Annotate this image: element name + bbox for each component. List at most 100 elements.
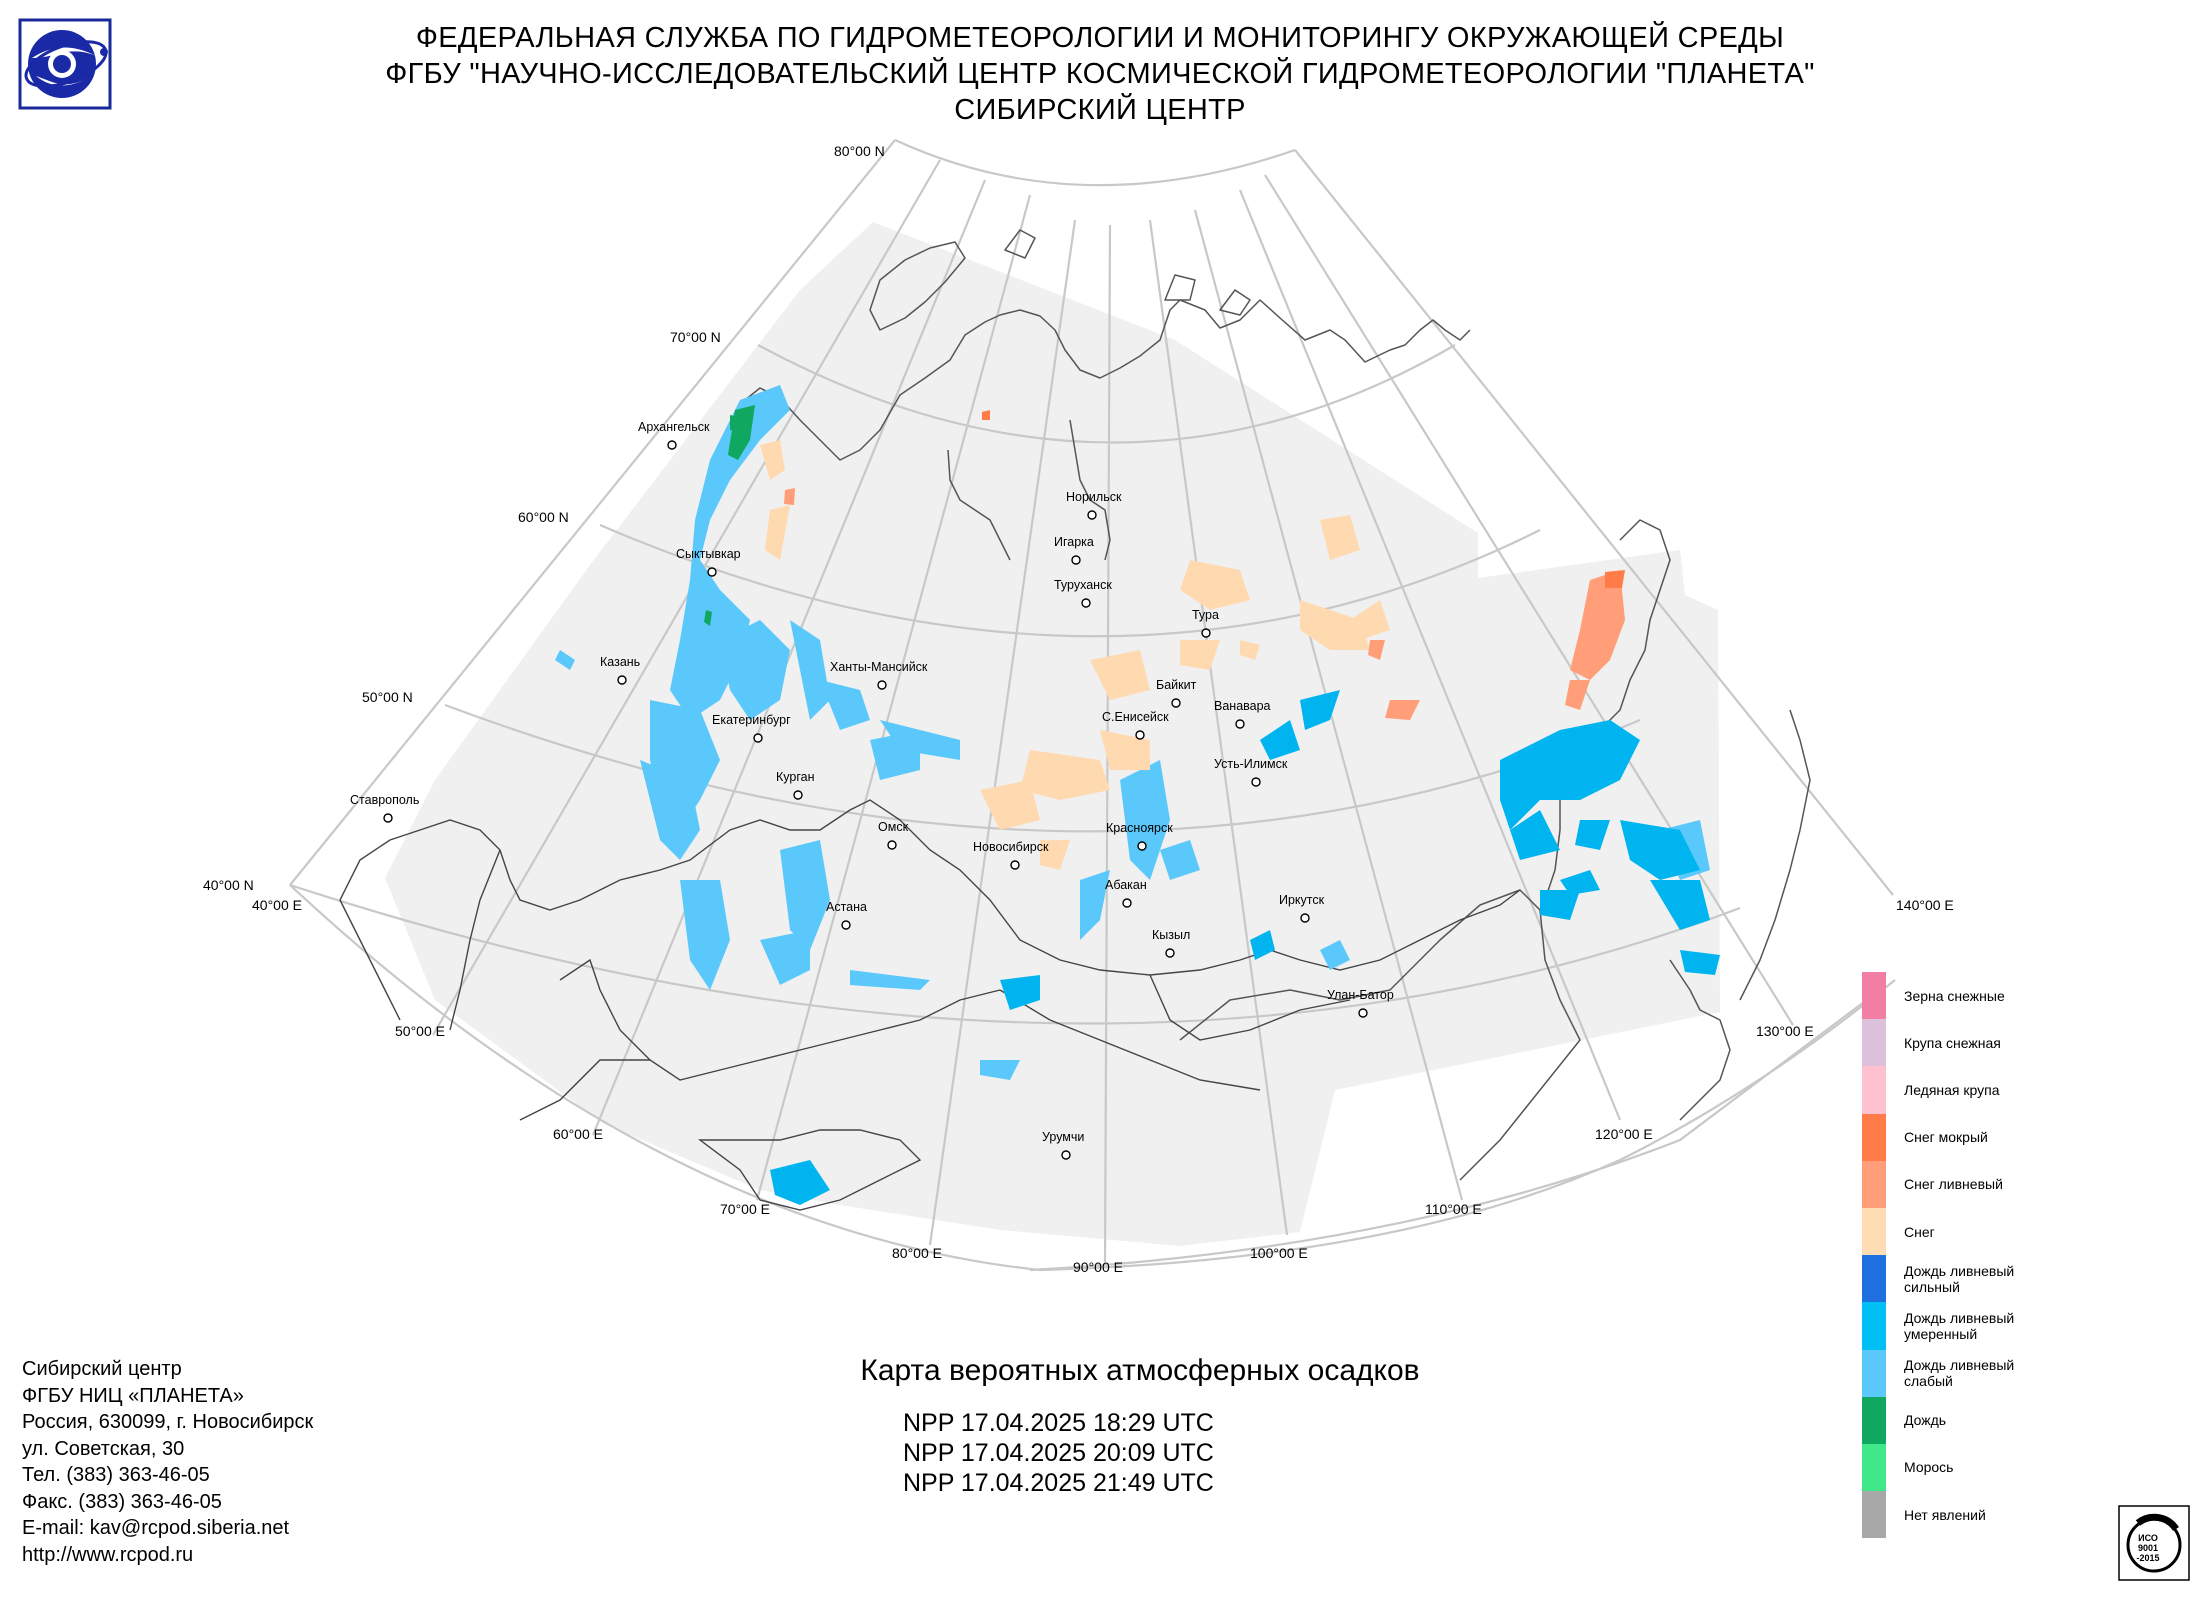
city-marker: Красноярск [1106, 821, 1173, 851]
city-dot-icon [667, 440, 677, 450]
city-dot-icon [1071, 555, 1081, 565]
legend-swatch [1862, 1349, 1886, 1397]
contact-email[interactable]: E-mail: kav@rcpod.siberia.net [22, 1517, 290, 1539]
city-label: Тура [1192, 608, 1219, 622]
precip-rain-light [555, 385, 1710, 1080]
legend-label: Зерна снежные [1904, 987, 2005, 1004]
header-line-1: ФЕДЕРАЛЬНАЯ СЛУЖБА ПО ГИДРОМЕТЕОРОЛОГИИ … [415, 22, 1785, 54]
city-marker: Байкит [1156, 678, 1197, 708]
contact-org-full: ФГБУ НИЦ «ПЛАНЕТА» [22, 1384, 244, 1407]
city-label: Ханты-Мансийск [830, 660, 928, 674]
satellite-passes: NPP 17.04.2025 18:29 UTC NPP 17.04.2025 … [903, 1408, 1214, 1498]
iso-text-3: -2015 [2136, 1553, 2159, 1563]
legend-swatch [1862, 972, 1886, 1020]
legend-label: Снег ливневый [1904, 1176, 2003, 1193]
city-marker: Омск [878, 820, 909, 850]
city-label: Норильск [1066, 490, 1122, 504]
legend-item: Снег [1862, 1207, 2200, 1256]
city-marker: Тура [1192, 608, 1219, 638]
city-label: Новосибирск [973, 840, 1049, 854]
city-label: Ванавара [1214, 699, 1271, 713]
city-dot-icon [1081, 598, 1091, 608]
city-dot-icon [1171, 698, 1181, 708]
precip-snow [760, 440, 1390, 870]
legend-item: Нет явлений [1862, 1491, 2200, 1539]
legend-swatch [1862, 1113, 1886, 1161]
legend-swatch [1862, 1019, 1886, 1067]
city-dot-icon [1235, 719, 1245, 729]
contact-fax: Факс. (383) 363-46-05 [22, 1490, 222, 1513]
contact-info: Сибирский центр ФГБУ НИЦ «ПЛАНЕТА» Росси… [22, 1356, 313, 1568]
national-borders [339, 799, 1521, 1211]
precip-snow-wet [982, 410, 1625, 588]
city-dot-icon [1135, 730, 1145, 740]
lon-label-50: 50°00 E [395, 1023, 445, 1039]
precip-rain-moderate [770, 690, 1720, 1205]
city-dot-icon [1122, 898, 1132, 908]
legend-label: Морось [1904, 1459, 1954, 1476]
lon-label-60: 60°00 E [553, 1126, 603, 1142]
legend-label: Крупа снежная [1904, 1034, 2001, 1051]
city-label: Кызыл [1152, 928, 1190, 942]
city-marker: Усть-Илимск [1214, 757, 1288, 787]
city-dot-icon [1251, 777, 1261, 787]
contact-website[interactable]: http://www.rcpod.ru [22, 1543, 194, 1566]
pass-line-2: NPP 17.04.2025 20:09 UTC [903, 1439, 1214, 1467]
city-dot-icon [383, 813, 393, 823]
contact-phone: Тел. (383) 363-46-05 [22, 1464, 210, 1486]
city-marker: Кызыл [1152, 928, 1190, 958]
longitude-labels: 40°00 E 50°00 E 60°00 E 70°00 E 80°00 E … [252, 897, 1954, 1275]
lat-label-60: 60°00 N [518, 509, 569, 525]
city-dot-icon [1165, 948, 1175, 958]
lat-label-80: 80°00 N [834, 143, 885, 159]
city-marker: Сыктывкар [676, 547, 741, 577]
planeta-logo-icon [18, 18, 112, 110]
city-dot-icon [1061, 1150, 1071, 1160]
city-marker: Архангельск [638, 420, 710, 450]
city-dot-icon [753, 733, 763, 743]
city-marker: Урумчи [1042, 1130, 1084, 1160]
legend-item: Снег ливневый [1862, 1160, 2200, 1208]
lon-label-40: 40°00 E [252, 897, 302, 913]
legend-item: Ледяная крупа [1862, 1066, 2200, 1114]
city-dot-icon [1358, 1008, 1368, 1018]
city-marker: Курган [776, 770, 815, 800]
city-label: Усть-Илимск [1214, 757, 1288, 771]
legend-item: Дождь [1862, 1396, 2200, 1444]
legend-label: Дождь ливневый сильный [1904, 1262, 2015, 1295]
city-dot-icon [793, 790, 803, 800]
legend-item: Морось [1862, 1443, 2200, 1492]
legend-label: Ледяная крупа [1904, 1081, 2000, 1098]
contact-org: Сибирский центр [22, 1358, 182, 1380]
city-label: Ставрополь [350, 793, 419, 807]
legend-label: Дождь ливневый умеренный [1904, 1309, 2015, 1342]
pass-line-3: NPP 17.04.2025 21:49 UTC [903, 1469, 1214, 1497]
legend-label: Снег [1904, 1223, 1935, 1240]
latitude-labels: 80°00 N 70°00 N 60°00 N 50°00 N 40°00 N [203, 143, 885, 893]
legend-swatch [1862, 1443, 1886, 1492]
iso-text-2: 9001 [2138, 1543, 2158, 1553]
legend-label: Нет явлений [1904, 1506, 1986, 1523]
legend-swatch [1862, 1302, 1886, 1350]
city-dot-icon [617, 675, 627, 685]
lat-label-70: 70°00 N [670, 329, 721, 345]
city-dot-icon [1201, 628, 1211, 638]
lat-label-50: 50°00 N [362, 689, 413, 705]
precip-rain [704, 405, 755, 626]
header-line-2: ФГБУ "НАУЧНО-ИССЛЕДОВАТЕЛЬСКИЙ ЦЕНТР КОС… [385, 58, 1815, 90]
legend-swatch [1862, 1491, 1886, 1539]
city-label: Игарка [1054, 535, 1094, 549]
city-marker: Казань [600, 655, 640, 685]
lon-label-130: 130°00 E [1756, 1023, 1814, 1039]
city-dot-icon [707, 567, 717, 577]
contact-address-street: ул. Советская, 30 [22, 1437, 185, 1460]
precip-snow-shower [784, 488, 1625, 720]
legend-swatch [1862, 1066, 1886, 1114]
legend-swatch [1862, 1207, 1886, 1256]
iso-certification-badge: ИСО 9001 -2015 [2118, 1505, 2190, 1581]
map-title: Карта вероятных атмосферных осадков [860, 1354, 1420, 1387]
city-marker: Улан-Батор [1327, 988, 1394, 1018]
legend: Зерна снежные Крупа снежная Ледяная крупа С… [1862, 972, 2200, 1539]
city-marker: Ханты-Мансийск [830, 660, 928, 690]
coastlines [744, 229, 1811, 1181]
